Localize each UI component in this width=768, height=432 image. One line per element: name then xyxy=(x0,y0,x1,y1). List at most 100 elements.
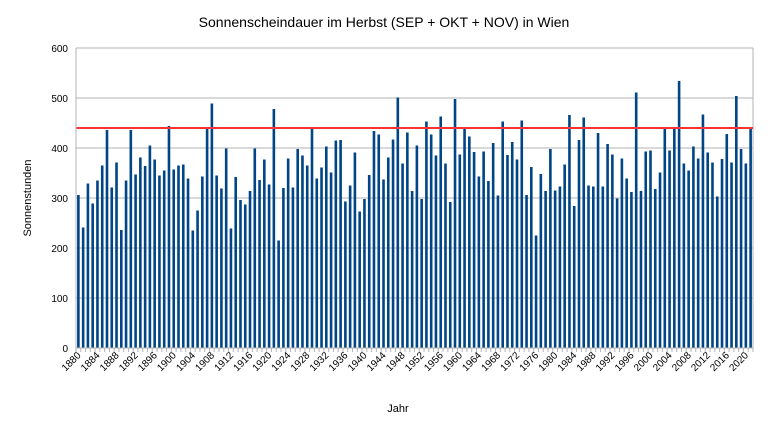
bar-1999 xyxy=(644,151,648,348)
bar-1922 xyxy=(277,240,280,348)
y-tick-label: 500 xyxy=(51,94,68,105)
bar-1996 xyxy=(630,192,633,348)
bar-2003 xyxy=(663,128,667,348)
x-tick-label: 1904 xyxy=(174,350,198,374)
bar-2009 xyxy=(692,146,695,348)
x-tick-label: 1916 xyxy=(232,350,256,374)
bar-1978 xyxy=(544,191,547,348)
bar-1966 xyxy=(487,181,490,348)
bar-1962 xyxy=(468,136,471,348)
bar-1926 xyxy=(296,149,299,348)
bar-1919 xyxy=(263,159,266,348)
bar-2000 xyxy=(649,150,652,348)
bar-1938 xyxy=(353,152,357,348)
bar-1987 xyxy=(587,185,590,348)
bar-1949 xyxy=(406,132,409,348)
bar-2001 xyxy=(653,189,657,348)
x-tick-label: 1940 xyxy=(346,350,370,374)
bar-1955 xyxy=(434,155,438,348)
bar-1927 xyxy=(301,155,304,348)
y-tick-label: 400 xyxy=(51,144,68,155)
x-tick-label: 1924 xyxy=(270,350,294,374)
bar-1956 xyxy=(439,116,443,348)
bar-1921 xyxy=(272,109,276,348)
bar-1943 xyxy=(377,134,381,348)
bar-2010 xyxy=(696,158,700,348)
x-tick-label: 1952 xyxy=(403,350,427,374)
bar-1979 xyxy=(549,149,552,348)
bar-1941 xyxy=(367,175,371,348)
bar-2014 xyxy=(715,196,719,348)
bar-2017 xyxy=(730,162,733,348)
bar-1984 xyxy=(572,206,576,348)
bars xyxy=(77,81,752,348)
x-tick-label: 1968 xyxy=(480,350,504,374)
x-tick-label: 1992 xyxy=(594,350,618,374)
bar-1923 xyxy=(282,188,285,348)
bar-1907 xyxy=(205,128,209,348)
bar-1890 xyxy=(124,180,128,348)
bar-1950 xyxy=(410,191,414,348)
bar-1946 xyxy=(391,139,395,348)
bar-2007 xyxy=(682,163,686,348)
bar-1918 xyxy=(258,180,261,348)
bar-1936 xyxy=(344,201,347,348)
bar-1893 xyxy=(139,157,142,348)
bar-1985 xyxy=(577,140,581,348)
x-tick-label: 1884 xyxy=(79,350,103,374)
bar-2002 xyxy=(658,172,662,348)
bar-1983 xyxy=(568,115,571,348)
x-tick-label: 1948 xyxy=(384,350,408,374)
bar-1957 xyxy=(444,163,447,348)
bar-1904 xyxy=(191,230,195,348)
bar-1882 xyxy=(86,183,90,348)
y-tick-label: 300 xyxy=(51,194,68,205)
bar-1905 xyxy=(196,210,199,348)
bar-1933 xyxy=(329,172,333,348)
bar-1973 xyxy=(520,120,524,348)
chart-title: Sonnenscheindauer im Herbst (SEP + OKT +… xyxy=(199,14,570,30)
bar-1889 xyxy=(119,230,123,348)
bar-1908 xyxy=(210,103,214,348)
x-tick-label: 1944 xyxy=(365,350,389,374)
x-tick-label: 1900 xyxy=(155,350,179,374)
bar-1975 xyxy=(530,167,533,348)
bar-1993 xyxy=(615,198,619,348)
bar-1992 xyxy=(611,154,614,348)
bar-1972 xyxy=(515,159,519,348)
bar-1997 xyxy=(634,92,638,348)
x-axis-label: Jahr xyxy=(387,403,409,415)
bar-1969 xyxy=(501,121,505,348)
bar-1920 xyxy=(267,184,271,348)
bar-1930 xyxy=(315,178,319,348)
bar-1954 xyxy=(429,134,433,348)
bar-1932 xyxy=(324,146,328,348)
bar-1928 xyxy=(305,165,309,348)
x-tick-label: 2004 xyxy=(651,350,675,374)
bar-2013 xyxy=(711,162,714,348)
bar-1974 xyxy=(525,195,528,348)
x-tick-label: 1912 xyxy=(213,350,237,374)
bar-1986 xyxy=(582,117,586,348)
bar-2005 xyxy=(673,128,676,348)
x-tick-label: 1960 xyxy=(441,350,465,374)
bar-1883 xyxy=(91,203,94,348)
bar-1991 xyxy=(606,144,609,348)
bar-1892 xyxy=(134,174,137,348)
bar-1965 xyxy=(482,151,485,348)
bar-1898 xyxy=(162,170,166,348)
bar-1888 xyxy=(115,162,118,348)
bar-1980 xyxy=(553,190,557,348)
bar-1901 xyxy=(177,165,180,348)
bar-2012 xyxy=(706,152,710,348)
x-tick-label: 1984 xyxy=(556,350,580,374)
bar-2018 xyxy=(735,96,738,348)
x-tick-label: 2012 xyxy=(689,350,713,374)
bar-1935 xyxy=(339,140,342,348)
bar-1911 xyxy=(224,148,228,348)
bar-1988 xyxy=(591,186,595,348)
bar-1906 xyxy=(201,176,204,348)
bar-1967 xyxy=(491,143,495,348)
bar-1942 xyxy=(372,131,376,348)
bar-1881 xyxy=(81,227,85,348)
